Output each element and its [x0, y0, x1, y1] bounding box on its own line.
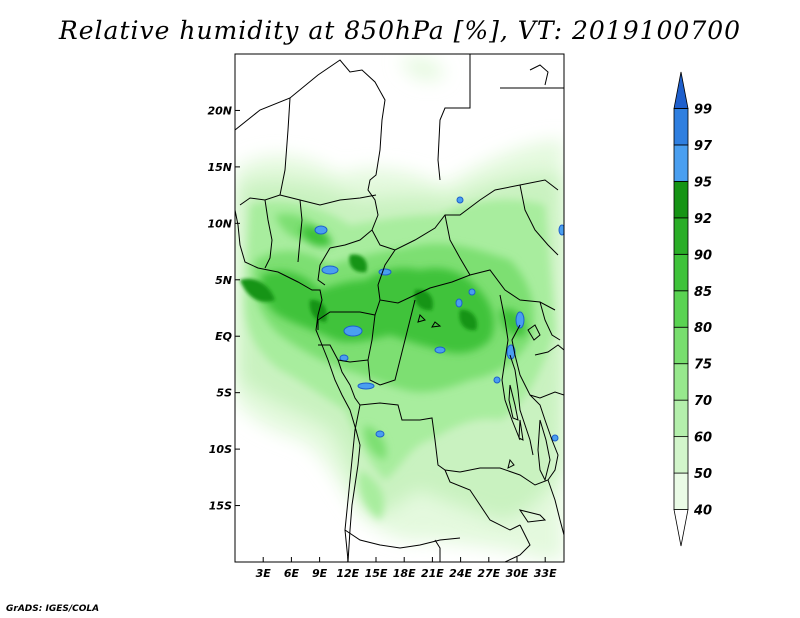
latitude-axis: 20N 15N 10N 5N EQ 5S 10S 15S — [207, 104, 240, 513]
colorbar-swatch — [673, 217, 689, 255]
colorbar-swatch — [673, 472, 689, 510]
lat-tick-label: EQ — [215, 330, 232, 343]
lon-tick-label: 3E — [256, 567, 272, 580]
colorbar-swatch — [673, 71, 689, 109]
lon-tick-label: 24E — [449, 567, 472, 580]
lat-tick-label: 10S — [209, 443, 232, 456]
colorbar-swatch — [673, 399, 689, 438]
grads-credit: GrADS: IGES/COLA — [6, 604, 100, 614]
colorbar-level-label: 60 — [694, 431, 712, 446]
lon-tick-label: 21E — [421, 567, 444, 580]
lon-tick-label: 18E — [393, 567, 416, 580]
lat-tick-label: 5S — [216, 387, 232, 400]
lat-tick-label: 5N — [215, 274, 232, 287]
colorbar-level-label: 80 — [694, 321, 712, 336]
colorbar-swatch — [673, 144, 689, 182]
colorbar-swatch — [673, 509, 689, 547]
lon-tick-label: 15E — [365, 567, 388, 580]
colorbar: 40 50 60 70 75 80 85 90 92 95 97 99 — [673, 71, 713, 547]
colorbar-level-label: 90 — [694, 248, 712, 263]
coastline — [235, 64, 551, 562]
colorbar-swatch — [673, 290, 689, 328]
colorbar-level-label: 95 — [694, 175, 712, 190]
colorbar-level-label: 40 — [693, 504, 712, 519]
colorbar-swatch — [673, 436, 689, 474]
colorbar-level-label: 50 — [694, 467, 712, 482]
map-title: Relative humidity at 850hPa [%], VT: 201… — [58, 16, 742, 45]
colorbar-level-label: 92 — [694, 212, 712, 227]
lon-tick-label: 30E — [506, 567, 529, 580]
colorbar-level-label: 75 — [694, 358, 712, 373]
longitude-axis: 3E 6E 9E 12E 15E 18E 21E 24E 27E 30E 33E — [256, 557, 557, 580]
colorbar-level-label: 97 — [694, 139, 713, 154]
humidity-field — [235, 54, 564, 562]
lat-tick-label: 20N — [207, 104, 232, 117]
lon-tick-label: 6E — [284, 567, 300, 580]
colorbar-level-label: 70 — [694, 394, 712, 409]
country-borders — [235, 54, 564, 562]
lon-tick-label: 12E — [336, 567, 359, 580]
humidity-level-97 — [314, 196, 564, 442]
colorbar-swatch — [673, 326, 689, 365]
lat-tick-label: 10N — [207, 217, 232, 230]
colorbar-swatch — [673, 180, 689, 219]
lat-tick-label: 15S — [209, 500, 232, 513]
colorbar-swatch — [673, 108, 689, 146]
lat-tick-label: 15N — [207, 161, 232, 174]
colorbar-level-label: 99 — [694, 102, 712, 117]
colorbar-swatch — [673, 253, 689, 292]
map-frame — [234, 53, 565, 563]
lon-tick-label: 33E — [534, 567, 557, 580]
colorbar-swatch — [673, 363, 689, 401]
colorbar-level-label: 85 — [694, 285, 712, 300]
lon-tick-label: 27E — [477, 567, 500, 580]
lon-tick-label: 9E — [312, 567, 328, 580]
